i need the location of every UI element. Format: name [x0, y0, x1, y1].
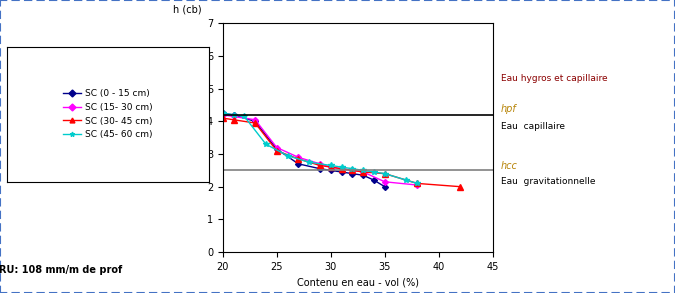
SC (15- 30 cm): [273, 146, 281, 149]
SC (15- 30 cm): [359, 170, 367, 174]
SC (30- 45 cm): [348, 168, 356, 172]
SC (30- 45 cm): [381, 172, 389, 176]
Y-axis label: pF: pF: [190, 128, 202, 138]
Text: Eau hygros et capillaire: Eau hygros et capillaire: [501, 74, 608, 84]
SC (30- 45 cm): [327, 165, 335, 169]
SC (0 - 15 cm): [338, 170, 346, 174]
SC (45- 60 cm): [219, 111, 227, 115]
SC (30- 45 cm): [230, 118, 238, 122]
Line: SC (30- 45 cm): SC (30- 45 cm): [220, 115, 463, 190]
SC (15- 30 cm): [219, 113, 227, 117]
SC (15- 30 cm): [327, 165, 335, 169]
SC (45- 60 cm): [359, 168, 367, 172]
Text: Eau  gravitationnelle: Eau gravitationnelle: [501, 177, 595, 186]
X-axis label: Contenu en eau - vol (%): Contenu en eau - vol (%): [297, 277, 418, 287]
SC (45- 60 cm): [402, 178, 410, 182]
SC (45- 60 cm): [338, 165, 346, 169]
SC (30- 45 cm): [219, 116, 227, 120]
SC (0 - 15 cm): [327, 168, 335, 172]
Text: RU: 108 mm/m de prof: RU: 108 mm/m de prof: [0, 265, 122, 275]
Line: SC (15- 30 cm): SC (15- 30 cm): [221, 113, 419, 187]
Text: hpf: hpf: [501, 104, 517, 114]
SC (0 - 15 cm): [381, 185, 389, 188]
SC (0 - 15 cm): [294, 162, 302, 166]
SC (30- 45 cm): [273, 149, 281, 153]
SC (0 - 15 cm): [359, 173, 367, 177]
SC (15- 30 cm): [338, 167, 346, 171]
Text: h (cb): h (cb): [173, 4, 202, 14]
SC (0 - 15 cm): [219, 111, 227, 115]
SC (0 - 15 cm): [251, 120, 259, 123]
Text: Eau  capillaire: Eau capillaire: [501, 122, 565, 131]
SC (0 - 15 cm): [230, 113, 238, 117]
SC (30- 45 cm): [413, 182, 421, 185]
SC (45- 60 cm): [327, 164, 335, 167]
SC (45- 60 cm): [370, 170, 378, 174]
Line: SC (45- 60 cm): SC (45- 60 cm): [220, 110, 420, 186]
SC (30- 45 cm): [359, 170, 367, 174]
SC (0 - 15 cm): [316, 167, 324, 171]
Legend: SC (0 - 15 cm), SC (15- 30 cm), SC (30- 45 cm), SC (45- 60 cm): SC (0 - 15 cm), SC (15- 30 cm), SC (30- …: [61, 87, 155, 142]
SC (30- 45 cm): [251, 121, 259, 125]
SC (0 - 15 cm): [348, 172, 356, 176]
SC (30- 45 cm): [338, 167, 346, 171]
SC (45- 60 cm): [230, 113, 238, 117]
SC (15- 30 cm): [348, 168, 356, 172]
SC (45- 60 cm): [240, 115, 248, 118]
SC (15- 30 cm): [381, 180, 389, 183]
SC (45- 60 cm): [381, 172, 389, 176]
SC (0 - 15 cm): [273, 147, 281, 151]
SC (45- 60 cm): [262, 142, 270, 146]
SC (15- 30 cm): [230, 115, 238, 118]
SC (15- 30 cm): [294, 156, 302, 159]
SC (30- 45 cm): [294, 157, 302, 161]
SC (15- 30 cm): [316, 162, 324, 166]
Text: 200: 200: [145, 146, 163, 156]
SC (30- 45 cm): [456, 185, 464, 188]
SC (45- 60 cm): [305, 161, 313, 164]
SC (15- 30 cm): [251, 118, 259, 122]
SC (0 - 15 cm): [370, 178, 378, 182]
Text: hcc: hcc: [501, 161, 518, 171]
SC (45- 60 cm): [284, 154, 292, 157]
SC (45- 60 cm): [413, 182, 421, 185]
SC (15- 30 cm): [413, 183, 421, 187]
SC (30- 45 cm): [316, 164, 324, 167]
Line: SC (0 - 15 cm): SC (0 - 15 cm): [221, 111, 387, 189]
SC (45- 60 cm): [348, 167, 356, 171]
